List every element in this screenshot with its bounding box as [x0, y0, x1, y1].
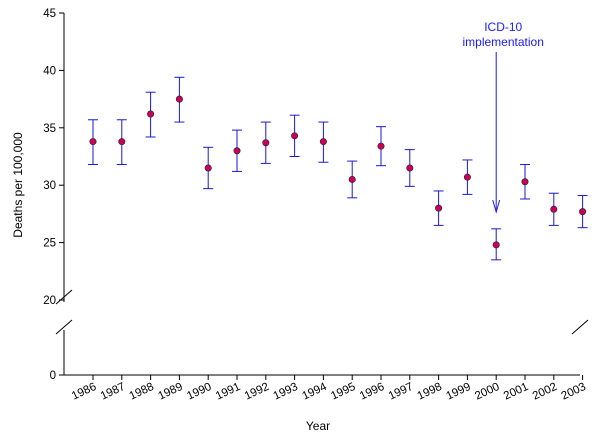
- x-tick-label: 1998: [416, 381, 444, 403]
- data-point: [291, 132, 299, 140]
- error-bars: [88, 76, 588, 261]
- y-tick-label: 35: [43, 123, 56, 135]
- x-tick-label: 1996: [358, 381, 386, 403]
- data-point: [233, 147, 241, 155]
- data-point: [118, 138, 126, 146]
- annotation-arrow-head: [492, 199, 501, 214]
- data-point: [348, 175, 356, 183]
- x-tick-label: 1994: [300, 381, 329, 403]
- x-tick-label: 1995: [329, 381, 357, 403]
- data-point: [319, 138, 327, 146]
- x-tick-label: 1990: [185, 381, 213, 403]
- data-point: [550, 205, 558, 213]
- y-tick-label: 0: [50, 370, 56, 382]
- x-tick-labels: 1986 1987 1988 1989 1990 1991 1992 1993 1994 1995…: [70, 381, 588, 403]
- data-point: [492, 241, 500, 249]
- x-tick-label: 1988: [128, 381, 156, 403]
- x-tick-label: 2002: [531, 381, 559, 403]
- data-point: [175, 95, 183, 103]
- data-point: [406, 164, 414, 172]
- y-tick-label: 20: [43, 295, 56, 307]
- axis-break-mark: [571, 319, 589, 335]
- y-tick-label: 45: [43, 8, 56, 20]
- y-tick-labels: 0 20 25 30 35 40 45: [43, 8, 56, 382]
- x-tick-label: 1992: [243, 381, 271, 403]
- data-point: [262, 139, 270, 147]
- y-tick-label: 30: [43, 180, 56, 192]
- data-point: [435, 204, 443, 212]
- axis-break-mark: [55, 289, 73, 305]
- axes: [55, 12, 589, 380]
- y-axis-title: Deaths per 100,000: [11, 132, 25, 238]
- x-tick-label: 1986: [70, 381, 98, 403]
- x-axis-title: Year: [306, 419, 330, 433]
- y-tick-label: 40: [43, 65, 56, 77]
- x-tick-label: 2003: [560, 381, 588, 403]
- data-point: [463, 173, 471, 181]
- data-points: [89, 95, 587, 249]
- x-tick-label: 1997: [387, 381, 415, 403]
- x-tick-label: 1999: [444, 381, 472, 403]
- x-tick-label: 1989: [156, 381, 184, 403]
- data-point: [521, 178, 529, 186]
- x-tick-label: 1987: [99, 381, 127, 403]
- axis-break-mark: [55, 319, 73, 335]
- x-tick-label: 1993: [272, 381, 300, 403]
- x-tick-label: 2001: [502, 381, 530, 403]
- data-point: [89, 138, 97, 146]
- data-point: [147, 110, 155, 118]
- annotation-text: ICD-10: [484, 20, 522, 34]
- annotation-text: implementation: [463, 35, 544, 49]
- data-point: [377, 142, 385, 150]
- data-point: [204, 164, 212, 172]
- x-tick-label: 2000: [473, 381, 501, 403]
- x-tick-label: 1991: [214, 381, 242, 403]
- y-tick-label: 25: [43, 238, 56, 250]
- data-point: [579, 208, 587, 216]
